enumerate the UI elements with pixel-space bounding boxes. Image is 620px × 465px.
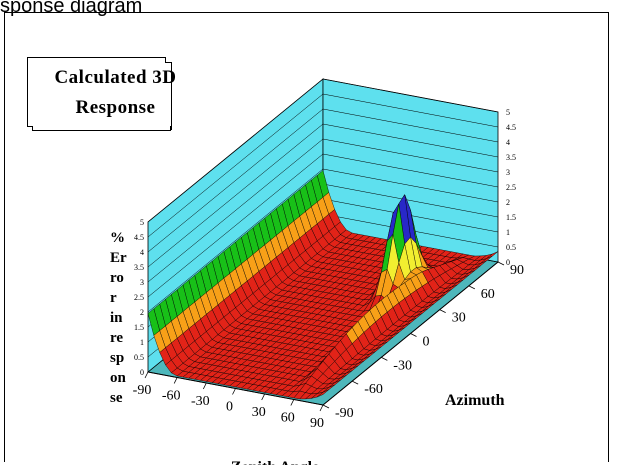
x-tick-mark (144, 371, 149, 379)
z-tick-label-left: 0 (140, 368, 144, 377)
surface-patch (317, 389, 329, 398)
y-tick-label: -30 (393, 358, 412, 373)
y-tick-label: 60 (481, 287, 495, 302)
y-tick-mark (468, 285, 476, 290)
x-tick-label: -60 (162, 389, 181, 404)
z-tick-label-left: 2 (140, 308, 144, 317)
z-tick-label-left: 2.5 (134, 293, 144, 302)
z-tick-label: 5 (506, 108, 510, 117)
y-tick-label: 90 (510, 263, 524, 278)
y-tick-mark (381, 356, 388, 361)
z-tick-label: 1.5 (506, 213, 516, 222)
chart-title-box: Calculated 3D Response (27, 57, 176, 131)
wall-gridline (147, 93, 499, 238)
wall-gridline (147, 78, 499, 223)
x-tick-mark (319, 404, 324, 412)
x-tick-label: 90 (310, 416, 324, 431)
wall-gridline (147, 123, 499, 268)
z-tick-label-left: 3 (140, 278, 144, 287)
chart-title: Calculated 3D Response (54, 67, 177, 118)
z-tick-label-left: 4.5 (134, 233, 144, 242)
y-tick-mark (497, 261, 505, 266)
x-tick-label: 60 (281, 411, 295, 426)
x-tick-label: -90 (133, 383, 152, 398)
y-axis-label: Azimuth (445, 392, 505, 409)
wall-gridline (147, 138, 499, 283)
z-tick-label: 4 (506, 138, 510, 147)
wall-gridline (147, 153, 499, 298)
x-tick-mark (173, 377, 178, 384)
z-tick-label: 3 (506, 168, 510, 177)
wall-gridline (147, 108, 499, 253)
y-tick-label: -60 (364, 382, 383, 397)
x-tick-label: 0 (226, 400, 233, 415)
z-tick-label-left: 1.5 (134, 323, 144, 332)
y-tick-label: -90 (335, 406, 354, 421)
z-tick-label-left: 5 (140, 218, 144, 227)
z-tick-label: 2.5 (506, 183, 516, 192)
x-tick-mark (261, 393, 266, 401)
wall-gridline (147, 168, 499, 313)
y-tick-mark (410, 333, 417, 337)
z-tick-label-left: 0.5 (134, 353, 144, 362)
x-tick-mark (202, 382, 207, 390)
z-tick-label-left: 4 (140, 248, 144, 257)
z-tick-label: 3.5 (506, 153, 516, 162)
y-tick-label: 0 (423, 335, 430, 350)
z-axis-label: % Er ro r in re sp on se (110, 230, 127, 406)
z-tick-label: 1 (506, 228, 510, 237)
z-tick-label: 0.5 (506, 243, 516, 252)
title-box-shadow-bottom (32, 126, 171, 131)
y-tick-mark (322, 404, 330, 409)
z-tick-label: 0 (506, 258, 510, 267)
y-tick-mark (439, 309, 446, 314)
x-tick-mark (290, 399, 295, 406)
x-tick-label: -30 (191, 394, 210, 409)
z-tick-label-left: 3.5 (134, 263, 144, 272)
y-tick-label: 30 (452, 311, 466, 326)
chart-frame (4, 12, 609, 462)
x-tick-mark (232, 388, 236, 395)
z-tick-label: 2 (506, 198, 510, 207)
y-tick-mark (351, 380, 359, 385)
x-tick-label: 30 (252, 405, 266, 420)
z-tick-label: 4.5 (506, 123, 516, 132)
z-tick-label-left: 1 (140, 338, 144, 347)
x-axis-label: Zenith Angle (231, 459, 319, 465)
